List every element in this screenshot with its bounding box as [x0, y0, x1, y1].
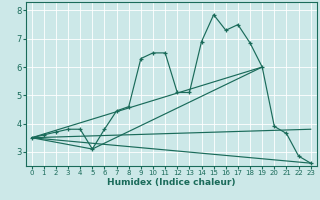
- X-axis label: Humidex (Indice chaleur): Humidex (Indice chaleur): [107, 178, 236, 187]
